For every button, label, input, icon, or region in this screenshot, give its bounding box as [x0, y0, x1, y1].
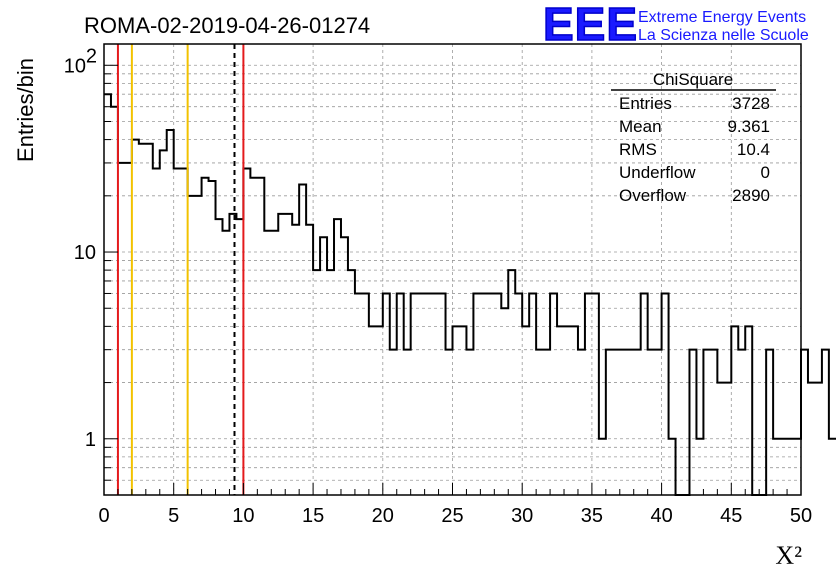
chart-title: ROMA-02-2019-04-26-01274 [84, 13, 370, 38]
x-tick-label: 25 [441, 505, 463, 527]
y-tick-label: 10 [74, 242, 96, 264]
y-axis-label: Entries/bin [13, 58, 38, 162]
stats-box: ChiSquare Entries 3728 Mean 9.361 RMS 10… [611, 70, 776, 205]
stats-label: Entries [619, 94, 672, 113]
logo-mark: EEE [543, 0, 638, 50]
stats-label: RMS [619, 140, 657, 159]
x-tick-label: 35 [581, 505, 603, 527]
histogram-outline [104, 93, 836, 496]
stats-label: Overflow [619, 186, 687, 205]
x-tick-label: 5 [168, 505, 179, 527]
x-tick-label: 30 [511, 505, 533, 527]
y-tick-exponent: 2 [86, 45, 97, 67]
logo-line2: La Scienza nelle Scuole [638, 27, 809, 44]
stats-title: ChiSquare [653, 70, 733, 89]
x-tick-label: 40 [650, 505, 672, 527]
eee-logo: EEE Extreme Energy Events La Scienza nel… [542, 0, 809, 51]
x-axis-label: Χ² [775, 541, 802, 570]
reference-lines [116, 44, 245, 495]
stats-value: 9.361 [727, 117, 770, 136]
stats-value: 0 [761, 163, 770, 182]
x-tick-label: 15 [302, 505, 324, 527]
x-tick-label: 50 [790, 505, 812, 527]
stats-value: 10.4 [737, 140, 770, 159]
x-tick-label: 0 [98, 505, 109, 527]
histogram [104, 93, 836, 496]
x-tick-label: 20 [372, 505, 394, 527]
stats-value: 2890 [732, 186, 770, 205]
x-tick-label: 45 [720, 505, 742, 527]
x-tick-label: 10 [232, 505, 254, 527]
stats-label: Mean [619, 117, 662, 136]
logo-line1: Extreme Energy Events [638, 9, 806, 26]
y-tick-label: 1 [85, 429, 96, 451]
y-tick-label: 10 [64, 55, 86, 77]
stats-label: Underflow [619, 163, 696, 182]
stats-value: 3728 [732, 94, 770, 113]
